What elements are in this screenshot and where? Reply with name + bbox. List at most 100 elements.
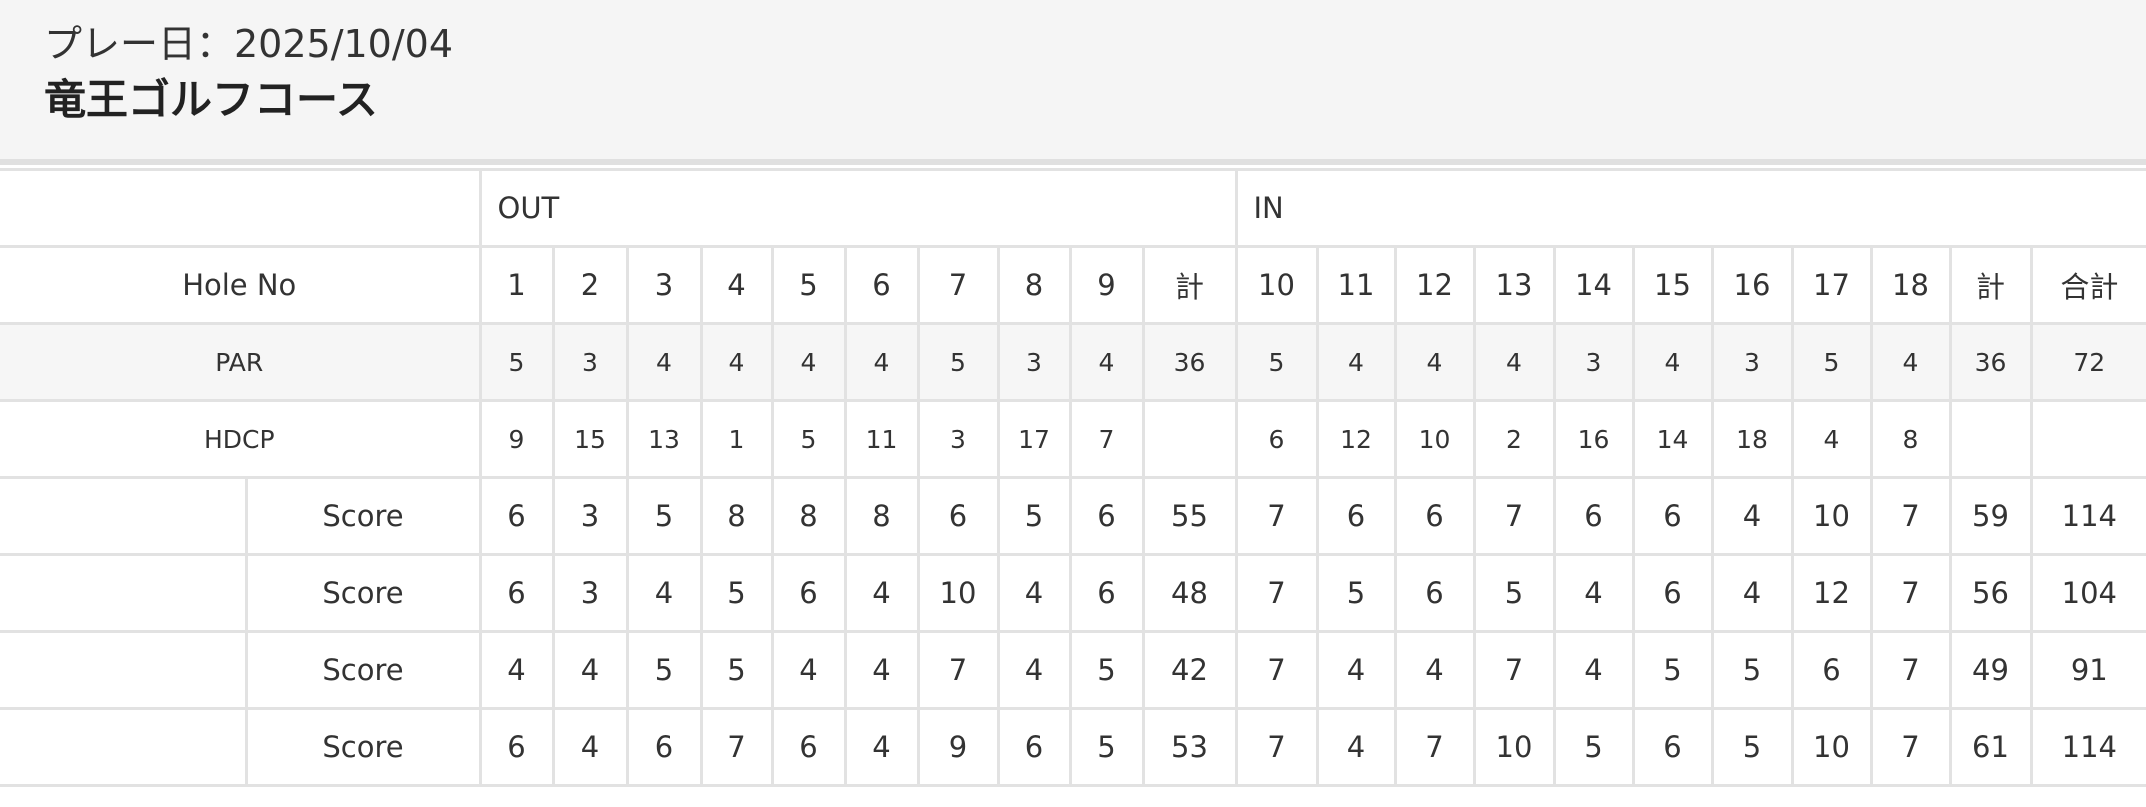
cell: 10 — [1790, 476, 1873, 556]
cell: 6 — [916, 476, 1000, 556]
cell: 6 — [1393, 553, 1476, 633]
course-name: 竜王ゴルフコース — [44, 75, 378, 124]
cell: 3 — [1710, 322, 1794, 402]
cell: 4 — [996, 553, 1072, 633]
player-name — [0, 476, 248, 556]
cell: 4 — [1068, 322, 1145, 402]
cell: 5 — [1234, 322, 1319, 402]
cell: 6 — [1315, 476, 1397, 556]
cell: 7 — [1472, 630, 1556, 710]
cell: 4 — [1552, 630, 1635, 710]
cell: 7 — [1234, 476, 1319, 556]
cell: 4 — [843, 707, 920, 787]
cell — [1141, 399, 1238, 479]
section-row: OUT IN — [0, 168, 2146, 248]
cell: 18 — [1710, 399, 1794, 479]
player-name — [0, 553, 248, 633]
cell: 5 — [625, 630, 703, 710]
cell: 6 — [478, 476, 555, 556]
cell: 5 — [916, 322, 1000, 402]
cell: 8 — [699, 476, 774, 556]
cell: 4 — [1790, 399, 1873, 479]
cell: 4 — [1393, 630, 1476, 710]
cell: 4 — [843, 322, 920, 402]
cell: 6 — [478, 707, 555, 787]
cell: 3 — [551, 476, 629, 556]
cell: 6 — [625, 707, 703, 787]
hdcp-row: HDCP 9 15 13 1 5 11 3 17 7 6 12 10 2 16 14 18 4 8 — [0, 399, 2146, 479]
cell: 5 — [478, 322, 555, 402]
cell: 4 — [1315, 707, 1397, 787]
out-section-label: OUT — [478, 168, 1238, 248]
cell: 13 — [1472, 245, 1556, 325]
cell: 16 — [1710, 245, 1794, 325]
cell: 5 — [699, 553, 774, 633]
cell: 4 — [478, 630, 555, 710]
cell: 12 — [1393, 245, 1476, 325]
cell: 17 — [996, 399, 1072, 479]
cell: 7 — [1472, 476, 1556, 556]
cell: 5 — [625, 476, 703, 556]
cell: 計 — [1141, 245, 1238, 325]
cell: 6 — [1234, 399, 1319, 479]
cell: 56 — [1948, 553, 2033, 633]
cell: 17 — [1790, 245, 1873, 325]
cell: 6 — [1068, 476, 1145, 556]
cell: 4 — [843, 630, 920, 710]
cell: 14 — [1552, 245, 1635, 325]
cell: 6 — [1790, 630, 1873, 710]
cell: 計 — [1948, 245, 2033, 325]
cell: 4 — [1472, 322, 1556, 402]
cell: 6 — [478, 553, 555, 633]
cell: 9 — [1068, 245, 1145, 325]
cell: 4 — [996, 630, 1072, 710]
cell: 13 — [625, 399, 703, 479]
cell: 7 — [916, 245, 1000, 325]
cell: 53 — [1141, 707, 1238, 787]
cell: 10 — [1790, 707, 1873, 787]
cell: 1 — [699, 399, 774, 479]
cell: 6 — [770, 553, 847, 633]
score-label: Score — [244, 553, 482, 633]
cell: 1 — [478, 245, 555, 325]
cell: 15 — [551, 399, 629, 479]
cell: 5 — [1552, 707, 1635, 787]
cell: 3 — [1552, 322, 1635, 402]
row-label: HDCP — [0, 399, 482, 479]
player-score-row: Score 6 4 6 7 6 4 9 6 5 53 7 4 7 10 5 6 5 10 7 61 114 — [0, 707, 2146, 787]
cell: 18 — [1869, 245, 1952, 325]
cell: 7 — [1234, 553, 1319, 633]
cell: 4 — [1393, 322, 1476, 402]
cell: 42 — [1141, 630, 1238, 710]
blank-cell — [0, 168, 482, 248]
cell: 5 — [1315, 553, 1397, 633]
cell — [2029, 399, 2146, 479]
cell: 4 — [1631, 322, 1714, 402]
cell: 8 — [996, 245, 1072, 325]
cell: 3 — [625, 245, 703, 325]
cell: 4 — [551, 630, 629, 710]
cell: 114 — [2029, 476, 2146, 556]
cell: 72 — [2029, 322, 2146, 402]
cell: 5 — [1710, 630, 1794, 710]
cell: 4 — [770, 630, 847, 710]
cell: 48 — [1141, 553, 1238, 633]
cell: 36 — [1948, 322, 2033, 402]
cell: 61 — [1948, 707, 2033, 787]
cell: 8 — [843, 476, 920, 556]
cell: 49 — [1948, 630, 2033, 710]
cell: 4 — [625, 322, 703, 402]
cell: 4 — [1315, 630, 1397, 710]
cell: 4 — [1869, 322, 1952, 402]
cell: 59 — [1948, 476, 2033, 556]
cell: 5 — [996, 476, 1072, 556]
cell: 5 — [770, 399, 847, 479]
cell: 4 — [1552, 553, 1635, 633]
cell: 12 — [1315, 399, 1397, 479]
player-score-row: Score 6 3 4 5 6 4 10 4 6 48 7 5 6 5 4 6 4 12 7 56 104 — [0, 553, 2146, 633]
cell: 4 — [699, 245, 774, 325]
cell: 3 — [996, 322, 1072, 402]
cell: 11 — [1315, 245, 1397, 325]
cell: 12 — [1790, 553, 1873, 633]
player-name — [0, 707, 248, 787]
